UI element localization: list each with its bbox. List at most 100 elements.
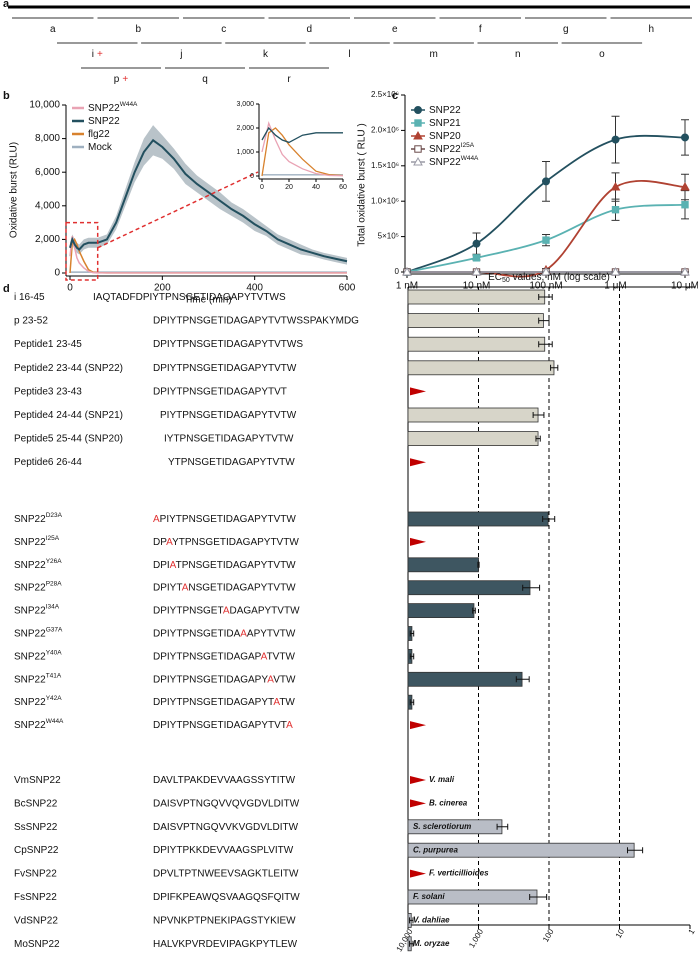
label-sup: Y42A [46, 695, 63, 702]
label-name: SNP22 [14, 674, 46, 685]
segment-label: f [479, 24, 482, 35]
residue: DPI [153, 559, 170, 570]
marker [471, 266, 482, 276]
segment-label: d [306, 24, 312, 35]
inset-x-tick-label: 60 [339, 184, 347, 191]
panel-label: d [3, 283, 10, 295]
species-label: B. cinerea [429, 799, 468, 808]
peptide-name: SNP22Y42A [14, 695, 62, 707]
sequence: DAISVPTNGQVVQVGDVLDITW [153, 798, 300, 809]
marker [680, 182, 690, 191]
residue: DP [153, 537, 167, 548]
segment-name: f [479, 24, 482, 35]
peptide-name: CpSNP22 [14, 845, 59, 856]
y-tick-label: 1.0×10⁶ [371, 196, 399, 205]
label-sup: Y26A [46, 558, 63, 565]
segment-label: m [429, 49, 437, 60]
peptide-name: Peptide3 23-43 [14, 386, 82, 397]
species-label: F. verticillioides [429, 869, 489, 878]
legend-marker [413, 130, 423, 140]
x-tick-label: 0 [67, 283, 73, 294]
peptide-name: Peptide1 23-45 [14, 339, 82, 350]
residue: DAISVPTNGQVVKVGDVLDITW [153, 821, 299, 832]
sequence: DPVLTPTNWEEVSAGKTLEITW [153, 868, 299, 879]
label-name: SNP21 [429, 118, 461, 129]
segment-name: j [179, 49, 182, 60]
inactive-marker [410, 458, 426, 467]
label-name: MoSNP22 [14, 938, 60, 949]
inset-line [261, 121, 344, 177]
peptide-name: SNP22D23A [14, 512, 63, 524]
label-name: SNP22 [14, 582, 46, 593]
label-sup: T41A [46, 673, 62, 680]
label-name: Peptide5 25-44 (SNP20) [14, 433, 123, 444]
label-name: SNP22 [14, 514, 46, 525]
residue: A [240, 628, 247, 639]
label-name: BcSNP22 [14, 798, 58, 809]
label-sup: Y40A [46, 650, 63, 657]
residue: DPIFKPEAWQSVAAGQSFQITW [153, 892, 300, 903]
peptide-name: BcSNP22 [14, 798, 58, 809]
label-name: Peptide1 23-45 [14, 339, 82, 350]
label-name: FsSNP22 [14, 892, 57, 903]
peptide-name: p 23-52 [14, 315, 48, 326]
y-tick-label: 10,000 [29, 100, 60, 111]
zoom-connector [97, 171, 259, 249]
x-tick-label: 100 nM [529, 281, 562, 292]
error-bar [515, 676, 530, 683]
label-name: SNP22 [14, 651, 46, 662]
label-name: Peptide2 23-44 (SNP22) [14, 362, 123, 373]
label-name: SNP22 [14, 537, 46, 548]
x-label-rest: values, nM (log scale) [510, 272, 610, 283]
segment-label: n [515, 49, 521, 60]
label-sup: I34A [46, 604, 60, 611]
marker [610, 182, 621, 191]
marker [611, 205, 620, 214]
y-tick-label: 0 [395, 267, 400, 276]
bar [407, 511, 549, 527]
error-bar [532, 412, 545, 418]
label-name: SNP22 [14, 697, 46, 708]
residue: PIYTPNSGETIDAGAPYTVTW [160, 410, 297, 421]
inactive-marker [410, 799, 426, 808]
sequence: DAVLTPAKDEVVAAGSSYTITW [153, 775, 296, 786]
label-sup: P28A [46, 581, 63, 588]
segment-name: i [92, 49, 94, 60]
marker [402, 266, 412, 276]
inset-y-tick-label: 0 [250, 173, 254, 180]
peptide-name: SNP22Y40A [14, 650, 62, 662]
error-bar [535, 435, 541, 442]
error-bar [538, 317, 550, 324]
legend-marker [414, 106, 422, 114]
segment-name: a [50, 24, 56, 35]
marker [472, 254, 481, 262]
bar [407, 289, 546, 305]
marker [610, 266, 621, 276]
segment-label: i + [92, 49, 103, 60]
species-label: F. solani [413, 892, 445, 901]
segment-name: p [114, 74, 120, 85]
sequence: DPIYTPNSGETIDAGAPYTVTWSSPAKYMDG [153, 315, 359, 326]
error-bar [409, 940, 414, 947]
x-tick-label: 100 [541, 927, 556, 944]
residue: DPIYTPNSGETIDAGAP [153, 651, 262, 662]
sequence: DPIYTPNSGETIDAGAPYTVTW [153, 362, 297, 373]
x-tick-label: 200 [154, 283, 171, 294]
legend-label: SNP22W44A [88, 101, 138, 113]
species-label: V. dahliae [413, 916, 450, 925]
peptide-name: SNP22P28A [14, 581, 62, 593]
error-bar [409, 630, 415, 637]
legend-label: SNP22I25A [429, 142, 475, 154]
species-label: M. oryzae [413, 939, 450, 948]
residue: DPIYTPKKDEVVAAGSPLVITW [153, 845, 294, 856]
inset-x-tick-label: 20 [285, 184, 293, 191]
legend-marker [413, 156, 423, 166]
segment-name: n [515, 49, 521, 60]
species-label: V. mali [429, 775, 455, 784]
marker [542, 236, 550, 244]
segment-label: a [50, 24, 56, 35]
residue: DPIYTPNSGETIDA [153, 628, 241, 639]
peptide-name: SNP22I25A [14, 535, 60, 547]
residue: NPVNKPTPNEKIPAGSTYKIEW [153, 915, 296, 926]
error-bar [550, 364, 559, 371]
